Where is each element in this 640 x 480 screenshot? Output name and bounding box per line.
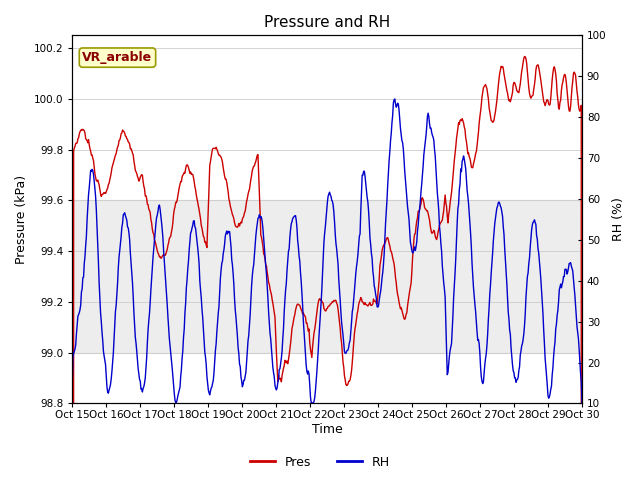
Y-axis label: Pressure (kPa): Pressure (kPa) (15, 175, 28, 264)
Title: Pressure and RH: Pressure and RH (264, 15, 390, 30)
Text: VR_arable: VR_arable (83, 51, 152, 64)
Legend: Pres, RH: Pres, RH (245, 451, 395, 474)
Bar (72, 200, 582, 353)
Y-axis label: RH (%): RH (%) (612, 197, 625, 241)
X-axis label: Time: Time (312, 423, 342, 436)
